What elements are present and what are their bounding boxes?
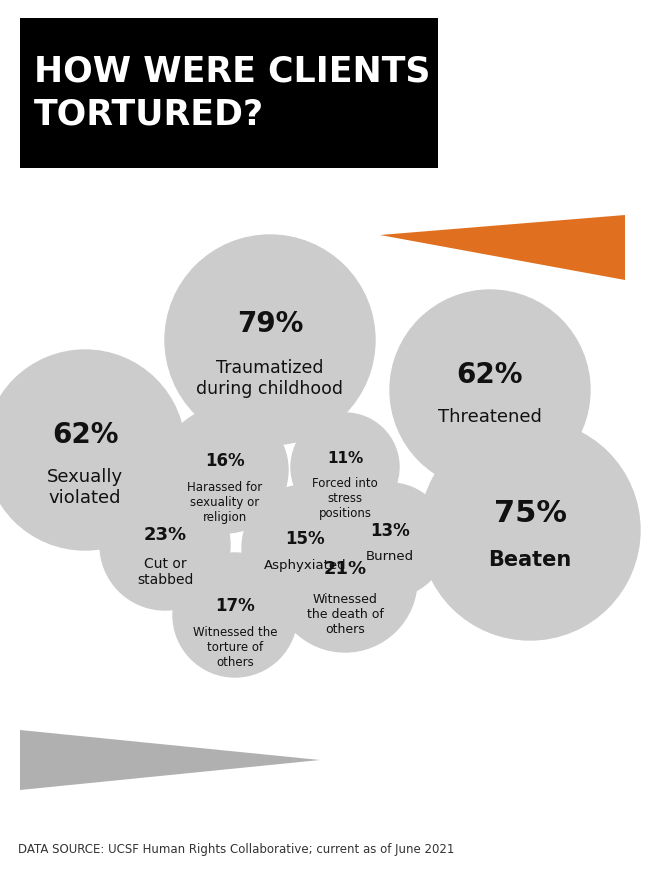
Text: Cut or
stabbed: Cut or stabbed [136, 557, 193, 587]
Text: 62%: 62% [52, 421, 118, 449]
Text: Forced into
stress
positions: Forced into stress positions [312, 477, 378, 519]
Text: Asphyxiated: Asphyxiated [264, 560, 346, 572]
Circle shape [333, 483, 447, 597]
Text: 23%: 23% [144, 526, 187, 544]
Text: Beaten: Beaten [488, 550, 571, 569]
Text: HOW WERE CLIENTS
TORTURED?: HOW WERE CLIENTS TORTURED? [34, 55, 430, 131]
Text: 21%: 21% [324, 560, 367, 578]
Text: DATA SOURCE: UCSF Human Rights Collaborative; current as of June 2021: DATA SOURCE: UCSF Human Rights Collabora… [18, 843, 454, 856]
Text: Burned: Burned [366, 550, 414, 563]
Text: 11%: 11% [327, 451, 363, 466]
Text: Witnessed the
torture of
others: Witnessed the torture of others [193, 626, 278, 669]
Circle shape [100, 480, 230, 610]
Polygon shape [380, 215, 625, 280]
Polygon shape [20, 730, 320, 790]
Circle shape [0, 350, 185, 550]
Circle shape [162, 407, 288, 533]
Text: 15%: 15% [285, 530, 325, 548]
Text: Harassed for
sexuality or
religion: Harassed for sexuality or religion [187, 481, 263, 525]
FancyBboxPatch shape [20, 18, 438, 168]
Circle shape [273, 508, 417, 652]
Text: 62%: 62% [457, 361, 523, 389]
Text: 16%: 16% [205, 451, 245, 470]
Circle shape [291, 413, 399, 521]
Text: 13%: 13% [370, 522, 410, 540]
Text: 79%: 79% [237, 310, 303, 338]
Text: 75%: 75% [493, 499, 567, 528]
Text: Threatened: Threatened [438, 408, 542, 426]
Circle shape [165, 235, 375, 445]
Text: Witnessed
the death of
others: Witnessed the death of others [307, 593, 384, 636]
Text: 17%: 17% [215, 597, 255, 615]
Text: Traumatized
during childhood: Traumatized during childhood [196, 359, 343, 398]
Circle shape [420, 420, 640, 640]
Circle shape [242, 485, 368, 611]
Text: Sexually
violated: Sexually violated [47, 468, 123, 507]
Circle shape [390, 290, 590, 490]
Circle shape [173, 553, 297, 677]
